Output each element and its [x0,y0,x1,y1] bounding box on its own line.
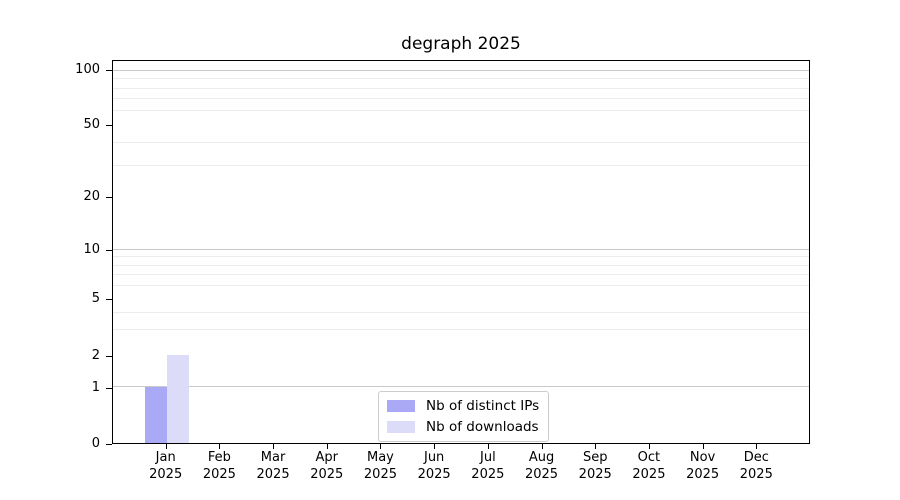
gridline-minor [113,142,809,144]
y-tick-mark [106,125,112,126]
y-tick-mark [106,250,112,251]
bar-distinct-ips-jan [144,387,167,443]
gridline-major [113,69,809,71]
x-tick-mark [487,444,489,449]
y-tick-mark [106,69,112,71]
legend-swatch-downloads-icon [387,421,415,433]
gridline-minor [113,98,809,100]
x-tick-mark [326,444,328,449]
x-tick-label: Aug 2025 [524,450,559,482]
y-tick-mark [106,299,112,300]
y-tick-mark [106,444,112,445]
y-tick-mark [106,355,112,357]
x-tick-label: Jul 2025 [471,450,505,482]
x-tick-mark [165,444,167,449]
gridline-major [113,386,809,388]
y-tick-mark [106,197,112,198]
legend-swatch-distinct-ips-icon [387,400,415,412]
x-tick-label: May 2025 [363,450,397,482]
gridline-minor [113,264,809,266]
x-tick-mark [756,444,758,449]
legend-label-distinct-ips: Nb of distinct IPs [426,398,540,414]
x-tick-mark [380,444,382,449]
y-tick-label: 0 [91,436,100,451]
legend-entry-distinct-ips: Nb of distinct IPs [387,398,539,414]
x-tick-mark [219,444,221,449]
y-tick-label: 10 [83,242,100,257]
x-tick-mark [648,444,650,449]
y-tick-label: 100 [75,61,100,77]
gridline-major [113,249,809,251]
y-tick-label: 5 [91,291,100,306]
y-tick-label: 1 [91,380,100,395]
gridline-minor [113,110,809,112]
x-tick-label: Jan 2025 [149,450,183,482]
y-tick-label: 20 [83,189,100,204]
y-tick-label: 2 [91,347,100,363]
x-tick-label: Sep 2025 [578,450,612,482]
plot-area: Nb of distinct IPs Nb of downloads [112,60,810,444]
gridline-minor [113,274,809,276]
x-tick-mark [434,444,436,449]
x-tick-label: Apr 2025 [310,450,344,482]
gridline-minor [113,256,809,258]
gridline-minor [113,78,809,80]
x-tick-mark [595,444,597,449]
chart-title: degraph 2025 [401,34,521,54]
x-tick-label: Feb 2025 [202,450,236,482]
gridline-minor [113,164,809,166]
x-tick-mark [273,444,275,449]
gridline-minor [113,311,809,313]
legend: Nb of distinct IPs Nb of downloads [378,391,550,442]
bar-downloads-jan [166,355,189,443]
x-tick-label: Mar 2025 [256,450,290,482]
legend-entry-downloads: Nb of downloads [387,419,539,435]
gridline-minor [113,87,809,89]
x-tick-mark [541,444,543,449]
x-tick-label: Nov 2025 [686,450,720,482]
y-tick-label: 50 [83,117,100,132]
x-tick-label: Jun 2025 [417,450,451,482]
x-tick-mark [702,444,704,449]
y-tick-mark [106,388,112,389]
gridline-minor [113,284,809,286]
x-tick-label: Dec 2025 [739,450,773,482]
gridline-minor [113,329,809,331]
x-tick-label: Oct 2025 [632,450,666,482]
legend-label-downloads: Nb of downloads [426,419,539,435]
